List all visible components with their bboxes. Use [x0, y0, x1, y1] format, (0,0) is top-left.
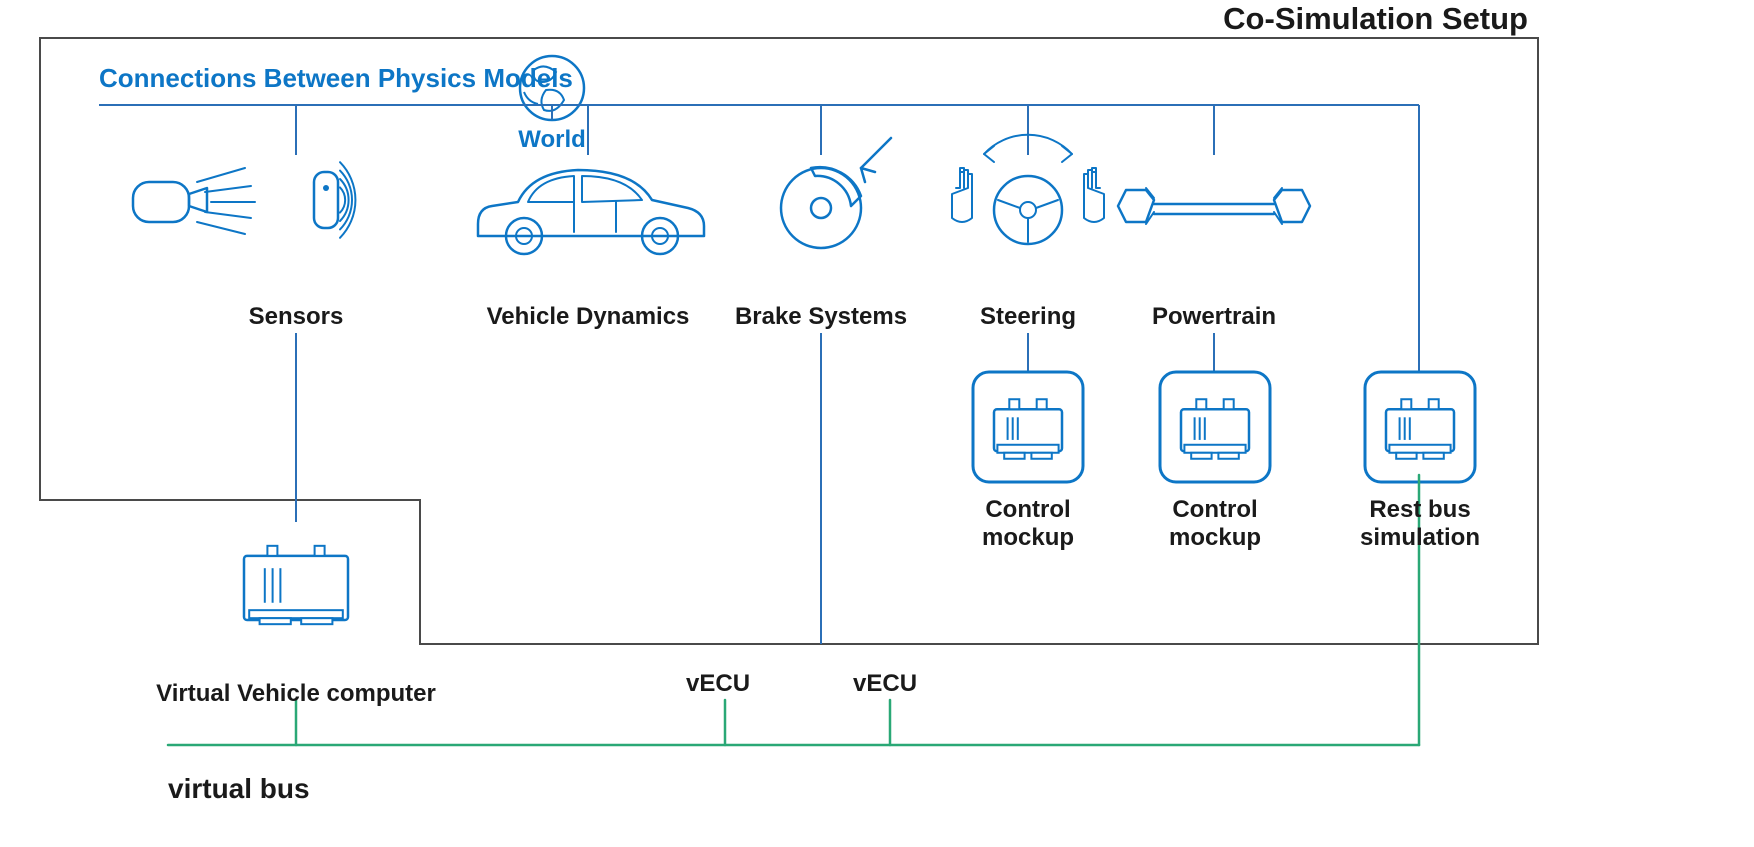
vecu-label-1: vECU	[853, 670, 917, 699]
label-brake: Brake Systems	[735, 303, 907, 332]
ecu-box-2	[1365, 372, 1475, 482]
label-vehdyn: Vehicle Dynamics	[487, 303, 690, 332]
powertrain-icon	[1118, 188, 1310, 224]
brake-systems-icon	[781, 138, 891, 248]
label-sensors: Sensors	[249, 303, 344, 332]
sensors-icon	[133, 162, 355, 238]
label-steering: Steering	[980, 303, 1076, 332]
world-label: World	[518, 126, 586, 155]
ecu-box-0	[973, 372, 1083, 482]
ecu-label-2-2: simulation	[1360, 524, 1480, 553]
virtual-bus-label: virtual bus	[168, 772, 310, 806]
ecu-label-1-1: Control	[1172, 496, 1257, 525]
ecu-label-0-1: Control	[985, 496, 1070, 525]
connections-header: Connections Between Physics Models	[99, 63, 573, 94]
ecu-label-1-2: mockup	[1169, 524, 1261, 553]
virtual-vehicle-computer-icon	[244, 546, 348, 624]
vehicle-dynamics-icon	[478, 170, 704, 254]
frame-title: Co-Simulation Setup	[1223, 0, 1528, 37]
ecu-box-1	[1160, 372, 1270, 482]
cosim-frame	[40, 38, 1538, 644]
vecu-label-0: vECU	[686, 670, 750, 699]
ecu-label-2-1: Rest bus	[1369, 496, 1470, 525]
vvc-label: Virtual Vehicle computer	[156, 680, 436, 709]
ecu-label-0-2: mockup	[982, 524, 1074, 553]
label-power: Powertrain	[1152, 303, 1276, 332]
